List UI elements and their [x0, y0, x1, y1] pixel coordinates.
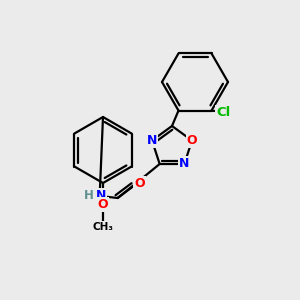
Text: N: N [95, 190, 106, 202]
Text: O: O [187, 134, 197, 147]
Text: O: O [98, 197, 108, 211]
Text: H: H [84, 190, 94, 202]
Text: N: N [179, 158, 190, 170]
Text: Cl: Cl [216, 106, 231, 119]
Text: O: O [134, 178, 145, 190]
Text: CH₃: CH₃ [92, 222, 113, 232]
Text: N: N [147, 134, 157, 147]
